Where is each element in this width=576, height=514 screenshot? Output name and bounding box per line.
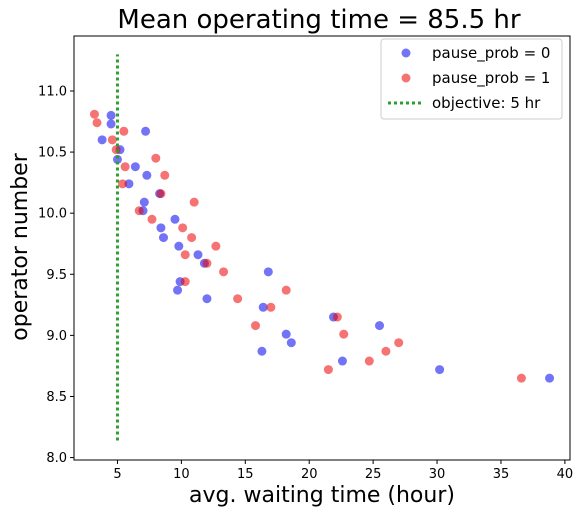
data-point — [286, 338, 296, 348]
data-point — [281, 329, 291, 339]
y-tick-label: 10.0 — [38, 207, 67, 222]
data-point — [147, 214, 157, 224]
data-point — [258, 302, 268, 312]
y-tick-label: 8.5 — [46, 390, 67, 405]
x-axis-label: avg. waiting time (hour) — [189, 483, 455, 508]
data-point — [202, 294, 212, 304]
data-point — [106, 110, 116, 120]
data-point — [257, 346, 267, 356]
data-point — [119, 126, 129, 136]
data-point — [187, 233, 197, 243]
legend: pause_prob = 0 pause_prob = 1 objective:… — [380, 38, 563, 120]
y-axis-label: operator number — [8, 152, 33, 340]
data-point — [151, 153, 161, 163]
data-point — [189, 197, 199, 207]
y-tick-label: 10.5 — [38, 146, 67, 161]
x-tick-label: 10 — [173, 467, 190, 482]
legend-entry-pause-1: pause_prob = 1 — [401, 69, 550, 88]
data-point — [394, 338, 404, 348]
data-point — [174, 241, 184, 251]
data-point — [92, 118, 102, 128]
data-point — [130, 162, 140, 172]
y-tick-label: 8.0 — [46, 451, 67, 466]
legend-marker — [401, 73, 411, 83]
legend-entry-objective: objective: 5 hr — [388, 94, 541, 112]
legend-label: pause_prob = 0 — [432, 44, 550, 63]
data-point — [266, 302, 276, 312]
data-point — [170, 214, 180, 224]
data-point — [180, 277, 190, 287]
data-point — [545, 373, 555, 383]
data-point — [337, 356, 347, 366]
data-point — [120, 162, 130, 172]
data-point — [134, 206, 144, 216]
x-tick-label: 5 — [113, 467, 121, 482]
data-point — [139, 197, 149, 207]
data-point — [124, 179, 134, 189]
x-tick-label: 40 — [557, 467, 574, 482]
data-point — [97, 135, 107, 145]
data-point — [142, 170, 152, 180]
data-point — [375, 321, 385, 331]
data-point — [178, 223, 188, 233]
x-tick-label: 35 — [493, 467, 510, 482]
data-point — [112, 154, 122, 164]
legend-label: pause_prob = 1 — [432, 69, 550, 88]
data-point — [435, 365, 445, 375]
data-point — [160, 170, 170, 180]
data-point — [332, 312, 342, 322]
series-0 — [97, 110, 555, 383]
data-point — [107, 135, 117, 145]
y-axis: 8.0 8.5 9.0 9.5 10.0 10.5 11.0 — [38, 84, 74, 466]
y-tick-label: 11.0 — [38, 84, 67, 99]
data-point — [381, 346, 391, 356]
data-point — [156, 189, 166, 199]
data-point — [180, 250, 190, 260]
legend-label: objective: 5 hr — [432, 94, 541, 112]
data-point — [156, 223, 166, 233]
data-point — [158, 233, 168, 243]
data-point — [323, 365, 333, 375]
data-point — [219, 267, 229, 277]
plot-area — [73, 35, 571, 461]
data-point — [202, 258, 212, 268]
y-tick-label: 9.5 — [46, 268, 67, 283]
legend-marker — [401, 48, 411, 58]
data-point — [193, 250, 203, 260]
legend-entry-pause-0: pause_prob = 0 — [401, 44, 550, 63]
data-point — [339, 329, 349, 339]
x-tick-label: 25 — [365, 467, 382, 482]
data-point — [251, 321, 261, 331]
data-point — [89, 109, 99, 119]
legend-box — [380, 38, 563, 120]
x-tick-label: 15 — [237, 467, 254, 482]
data-point — [263, 267, 273, 277]
data-point — [516, 373, 526, 383]
x-tick-label: 30 — [429, 467, 446, 482]
chart-title: Mean operating time = 85.5 hr — [117, 5, 520, 35]
series-1 — [89, 109, 526, 383]
data-point — [141, 126, 151, 136]
data-point — [173, 285, 183, 295]
data-point — [106, 119, 116, 129]
data-point — [233, 294, 243, 304]
data-point — [211, 241, 221, 251]
x-tick-label: 20 — [301, 467, 318, 482]
y-tick-label: 9.0 — [46, 329, 67, 344]
x-axis: 5 10 15 20 25 30 35 40 — [113, 460, 573, 482]
data-point — [364, 356, 374, 366]
data-point — [281, 285, 291, 295]
plot-frame — [73, 35, 571, 461]
data-point — [118, 179, 128, 189]
series-layer — [89, 109, 555, 383]
